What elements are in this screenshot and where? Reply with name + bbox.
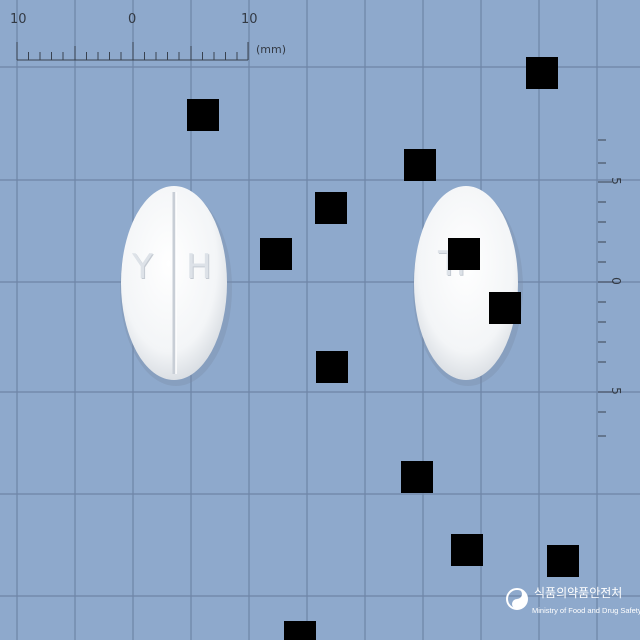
tablet-imprint-right: H bbox=[186, 247, 212, 287]
side-ruler-label-center: 0 bbox=[608, 277, 623, 285]
tablet-scored bbox=[120, 186, 232, 386]
redaction-marker bbox=[260, 238, 292, 270]
side-ruler-label-bottom: 5 bbox=[608, 387, 623, 395]
redaction-marker bbox=[316, 351, 348, 383]
redaction-marker bbox=[547, 545, 579, 577]
redaction-marker bbox=[284, 621, 316, 640]
tablet-imprint-left: Y bbox=[132, 247, 153, 287]
ministry-logo: 식품의약품안전처 Ministry of Food and Drug Safet… bbox=[506, 582, 640, 622]
redaction-marker bbox=[315, 192, 347, 224]
redaction-marker bbox=[489, 292, 521, 324]
redaction-marker bbox=[448, 238, 480, 270]
ministry-name-korean: 식품의약품안전처 bbox=[534, 586, 623, 600]
redaction-marker bbox=[526, 57, 558, 89]
ministry-name-english: Ministry of Food and Drug Safety bbox=[532, 606, 640, 615]
redaction-marker bbox=[404, 149, 436, 181]
ministry-emblem-icon bbox=[506, 588, 528, 610]
redaction-marker bbox=[451, 534, 483, 566]
redaction-marker bbox=[187, 99, 219, 131]
ruler-unit-label: (mm) bbox=[256, 43, 287, 56]
redaction-marker bbox=[401, 461, 433, 493]
ruler-label-left: 10 bbox=[10, 12, 27, 27]
ruler-label-right: 10 bbox=[241, 12, 258, 27]
side-ruler-label-top: 5 bbox=[608, 177, 623, 185]
tablet-imprinted bbox=[413, 186, 523, 386]
ruler-label-center: 0 bbox=[128, 12, 137, 27]
